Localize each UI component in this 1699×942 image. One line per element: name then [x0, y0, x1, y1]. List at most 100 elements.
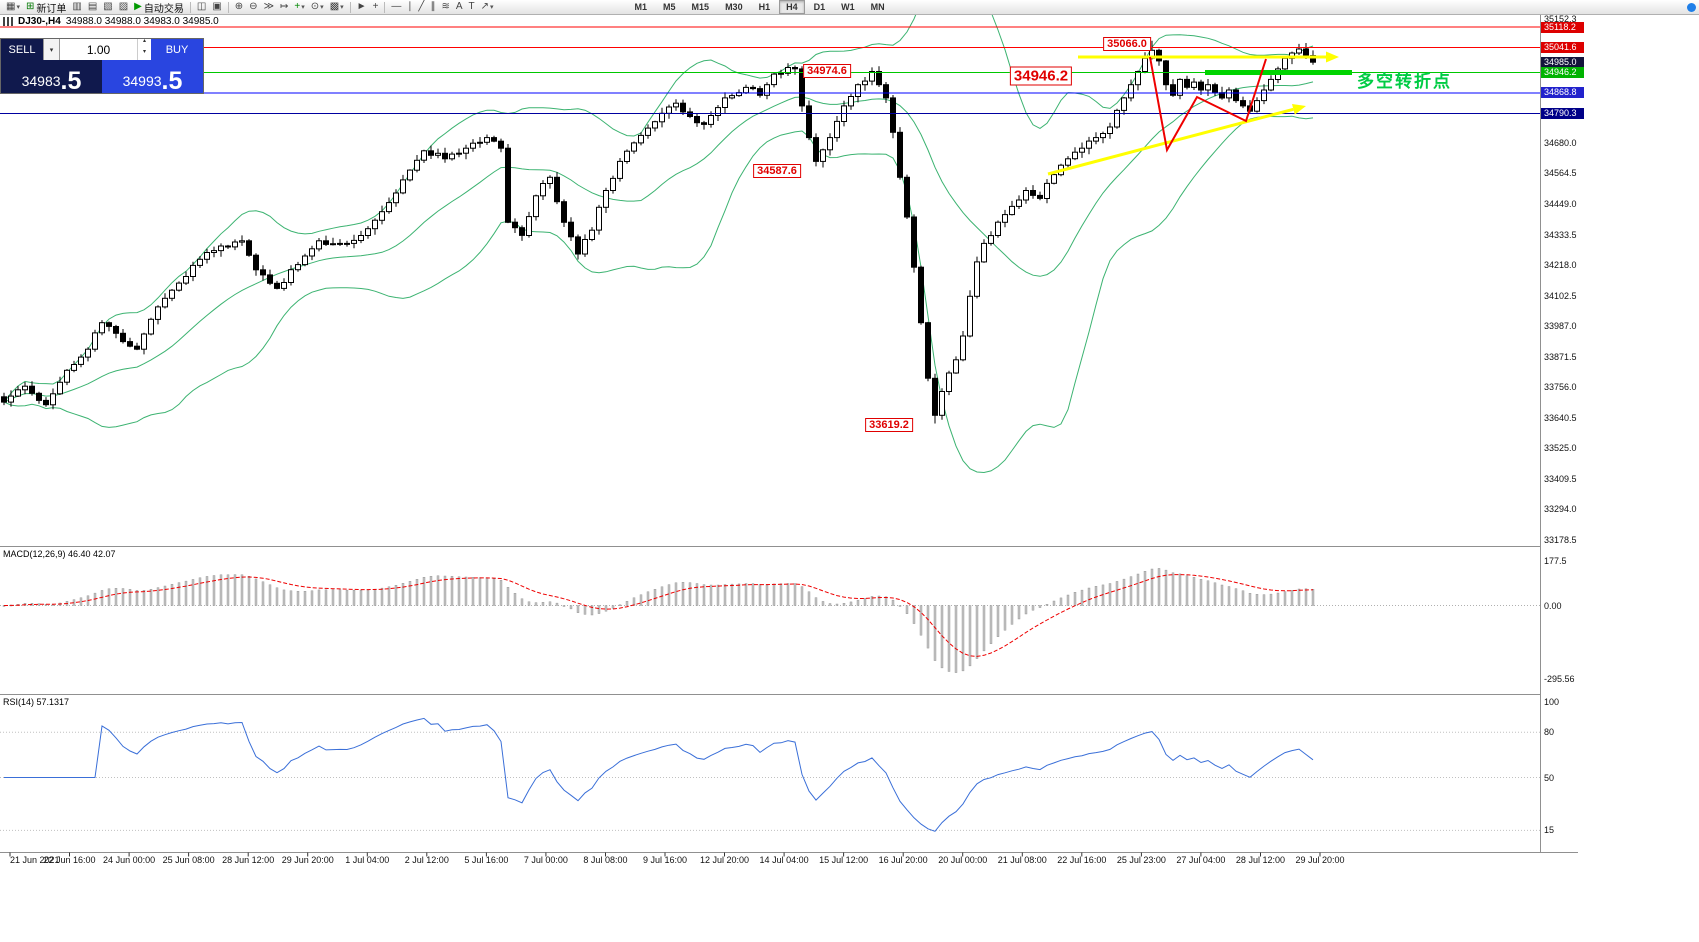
- auto-scroll-icon: ≫: [263, 1, 275, 12]
- time-label: 29 Jun 20:00: [281, 855, 334, 865]
- timeframe-h4[interactable]: H4: [779, 0, 805, 14]
- channel-icon: ∥: [430, 1, 436, 12]
- crosshair-button[interactable]: +: [371, 1, 381, 14]
- timeframe-h1[interactable]: H1: [758, 2, 771, 12]
- trendline-button[interactable]: ╱: [416, 1, 426, 14]
- timeframe-w1[interactable]: W1: [841, 2, 855, 12]
- chart-icon: [3, 17, 13, 26]
- time-label: 2 Jul 12:00: [404, 855, 449, 865]
- time-label: 25 Jun 08:00: [162, 855, 215, 865]
- toolbar-separator: [189, 1, 191, 13]
- price-line-label: 35041.6: [1541, 41, 1584, 53]
- price-tick: 34102.5: [1544, 290, 1577, 301]
- autotrading-icon: ▶: [134, 1, 142, 12]
- price-tick: 34680.0: [1544, 137, 1577, 148]
- zoom-out-button[interactable]: ⊖: [247, 1, 259, 14]
- timeframe-toolbar: M1 M5 M15 M30 H1 H4 D1 W1 MN: [627, 0, 893, 14]
- time-label: 22 Jul 16:00: [1057, 855, 1107, 865]
- sell-price[interactable]: 34983 .5: [1, 60, 102, 93]
- zoom-in-button[interactable]: ⊕: [233, 1, 245, 14]
- ohlc-values: 34988.0 34988.0 34983.0 34985.0: [65, 16, 219, 27]
- terminal-button[interactable]: ▨: [117, 1, 130, 14]
- timeframe-d1[interactable]: D1: [813, 2, 826, 12]
- sell-price-main: 34983: [21, 73, 61, 89]
- trendline-icon: ╱: [418, 1, 425, 12]
- indicators-button[interactable]: + ▾: [292, 1, 306, 14]
- data-window-button[interactable]: ▤: [86, 1, 99, 14]
- autotrading-button[interactable]: ▶ 自动交易: [132, 1, 186, 15]
- navigator-icon: ▧: [103, 1, 113, 12]
- volume-dropdown[interactable]: ▾: [43, 39, 60, 60]
- spinner-up-icon[interactable]: ▴: [142, 38, 146, 44]
- timeframe-m1[interactable]: M1: [634, 2, 648, 12]
- trade-controls-row: SELL ▾ ▴ ▾ BUY: [1, 38, 203, 60]
- symbol-timeframe: DJ30-,H4: [18, 16, 61, 27]
- time-label: 29 Jul 20:00: [1295, 855, 1345, 865]
- new-chart-button[interactable]: ▦ ▾: [4, 1, 22, 14]
- cursor-button[interactable]: ►: [355, 1, 369, 14]
- price-annotation[interactable]: 34587.6: [753, 164, 801, 178]
- horizontal-line-button[interactable]: ―: [389, 1, 403, 14]
- time-label: 24 Jun 00:00: [103, 855, 156, 865]
- toolbar-separator: [384, 1, 386, 13]
- chart-shift-button[interactable]: ↦: [278, 1, 290, 14]
- timeframe-m30[interactable]: M30: [725, 2, 743, 12]
- sell-button[interactable]: SELL: [1, 39, 43, 60]
- price-line-label: 34946.2: [1541, 67, 1584, 78]
- zoom-in-icon: ⊕: [234, 1, 244, 12]
- timeframe-mn[interactable]: MN: [870, 2, 885, 12]
- arrows-button[interactable]: ↗ ▾: [479, 1, 496, 14]
- channel-button[interactable]: ∥: [428, 1, 437, 14]
- rsi-axis-label: 80: [1544, 727, 1555, 738]
- time-label: 9 Jul 16:00: [642, 855, 688, 865]
- auto-scroll-button[interactable]: ≫: [262, 1, 276, 14]
- spinner-down-icon[interactable]: ▾: [142, 48, 146, 55]
- time-label: 28 Jul 12:00: [1235, 855, 1285, 865]
- fibonacci-button[interactable]: ≋: [439, 1, 451, 14]
- templates-icon: ▩: [329, 1, 340, 12]
- text-icon: A: [455, 1, 463, 12]
- new-order-button[interactable]: ⊞ 新订单: [24, 1, 68, 15]
- crosshair-icon: +: [372, 1, 379, 12]
- periods-button[interactable]: ⊙ ▾: [309, 1, 326, 14]
- time-axis[interactable]: 21 Jun 2021 22 Jun 16:00 24 Jun 00:00 25 Ju…: [0, 853, 1578, 869]
- toolbar-separator: [227, 1, 229, 13]
- time-label: 21 Jun 2021: [10, 855, 60, 865]
- market-watch-button[interactable]: ▥: [70, 1, 83, 14]
- label-button[interactable]: T: [467, 1, 477, 14]
- cursor-icon: ►: [356, 1, 367, 12]
- price-axis[interactable]: 35152.3 34680.0 34564.5 34449.0 34333.5 34218…: [1541, 14, 1586, 852]
- macd-axis-label: -295.56: [1544, 674, 1575, 685]
- timeframe-m5[interactable]: M5: [663, 2, 676, 12]
- text-button[interactable]: A: [454, 1, 465, 14]
- price-line-label: 35118.2: [1541, 21, 1584, 33]
- price-annotation[interactable]: 34946.2: [1009, 66, 1073, 86]
- cascade-windows-button[interactable]: ▣: [210, 1, 223, 14]
- templates-button[interactable]: ▩ ▾: [328, 1, 346, 14]
- vertical-line-button[interactable]: ∣: [405, 1, 414, 14]
- price-tick: 33178.5: [1544, 535, 1577, 545]
- tile-windows-button[interactable]: ◫: [195, 1, 208, 14]
- notifications-icon[interactable]: [1687, 2, 1696, 12]
- one-click-trade-panel: SELL ▾ ▴ ▾ BUY 34983 .5 34993 .5: [0, 38, 204, 94]
- time-label: 14 Jul 04:00: [759, 855, 809, 865]
- buy-price[interactable]: 34993 .5: [102, 60, 203, 93]
- volume-field: ▴ ▾: [60, 38, 151, 60]
- rsi-axis-label: 50: [1544, 772, 1555, 783]
- cascade-windows-icon: ▣: [212, 1, 222, 12]
- rsi-label: RSI(14) 57.1317: [3, 697, 70, 707]
- chart-shift-icon: ↦: [280, 1, 289, 12]
- price-tick: 34449.0: [1544, 198, 1577, 209]
- price-annotation[interactable]: 33619.2: [865, 418, 913, 432]
- toolbar-right: [1687, 2, 1699, 12]
- buy-button[interactable]: BUY: [151, 39, 203, 60]
- timeframe-m15[interactable]: M15: [691, 2, 710, 12]
- price-line-label: 34790.3: [1541, 108, 1584, 120]
- navigator-button[interactable]: ▧: [101, 1, 114, 14]
- price-annotation[interactable]: 34974.6: [803, 64, 851, 78]
- price-annotation[interactable]: 35066.0: [1103, 37, 1151, 51]
- time-label: 28 Jun 12:00: [222, 855, 275, 865]
- volume-input[interactable]: [60, 39, 137, 60]
